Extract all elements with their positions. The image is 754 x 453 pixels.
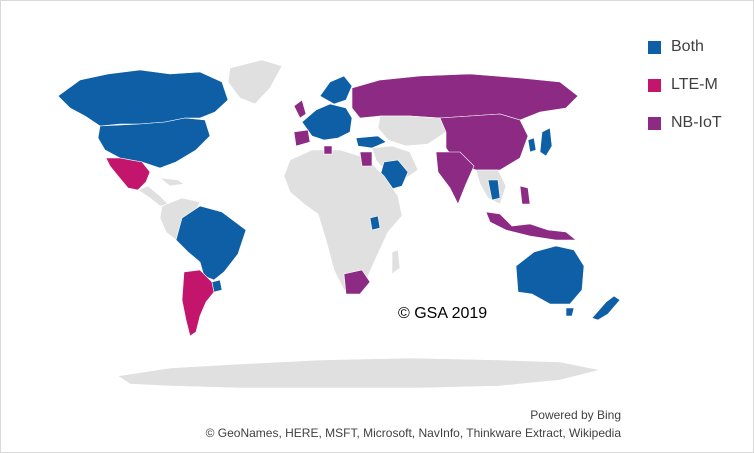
region-north-africa[interactable] [323,145,333,155]
region-usa[interactable] [97,117,211,169]
legend-swatch-both [648,40,661,54]
region-mexico[interactable] [105,157,151,191]
region-iberia[interactable] [293,129,311,147]
region-europe[interactable] [301,103,353,141]
region-kenya[interactable] [369,215,381,231]
legend-item-both[interactable]: Both [648,28,722,66]
map-sources-text: © GeoNames, HERE, MSFT, Microsoft, NavIn… [205,426,621,440]
region-korea[interactable] [527,137,537,153]
region-central-asia[interactable] [377,115,447,147]
legend-label-both: Both [671,38,704,55]
region-thailand[interactable] [487,179,501,201]
region-australia[interactable] [515,245,585,305]
region-russia[interactable] [351,73,579,121]
region-greenland[interactable] [227,59,283,105]
region-uruguay[interactable] [211,279,223,293]
legend-item-lte-m[interactable]: LTE-M [648,66,722,104]
region-scandinavia[interactable] [319,75,353,105]
region-southern-cone[interactable] [181,269,215,337]
region-uk[interactable] [293,99,307,119]
legend-swatch-nb-iot [648,116,661,130]
region-madagascar[interactable] [391,249,401,275]
legend-item-nb-iot[interactable]: NB-IoT [648,104,722,142]
region-new-zealand[interactable] [591,295,621,321]
legend-swatch-lte-m [648,78,661,92]
legend-label-nb-iot: NB-IoT [671,114,722,131]
powered-by-text: Powered by Bing [530,408,621,422]
region-antarctica[interactable] [117,357,601,389]
region-brazil[interactable] [175,205,247,281]
region-turkey[interactable] [355,135,387,149]
region-tasmania[interactable] [565,307,575,317]
region-philippines[interactable] [519,185,531,205]
region-egypt[interactable] [359,151,373,167]
region-canada-alaska[interactable] [57,69,229,127]
region-central-america[interactable] [137,185,169,207]
legend-label-lte-m: LTE-M [671,76,718,93]
legend: Both LTE-M NB-IoT [648,28,722,142]
region-indonesia[interactable] [485,211,577,241]
copyright-watermark: © GSA 2019 [398,305,488,322]
region-south-africa[interactable] [343,269,371,295]
region-india[interactable] [435,151,475,205]
region-japan[interactable] [539,127,553,157]
region-caribbean[interactable] [159,177,185,187]
